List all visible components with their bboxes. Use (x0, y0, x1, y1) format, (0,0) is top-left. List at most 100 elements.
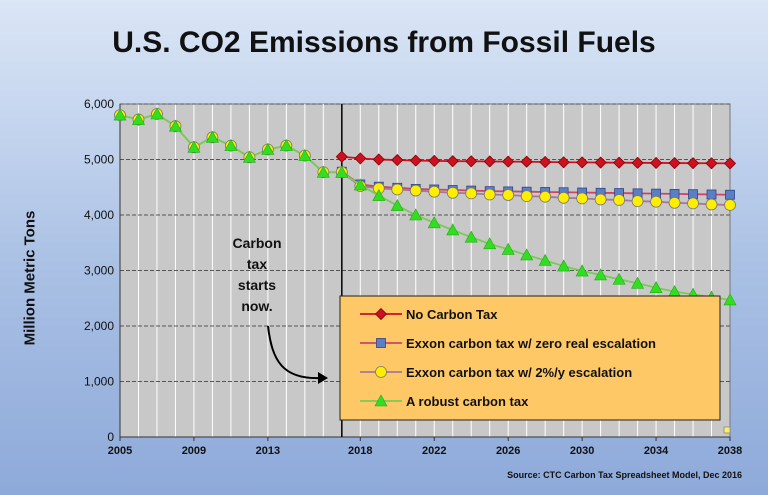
x-tick-label: 2009 (182, 445, 206, 457)
annotation-text: Carbon (233, 235, 282, 251)
small-marker (723, 426, 731, 434)
series-4-point (575, 264, 589, 277)
series-1-point (391, 153, 404, 167)
series-1-point (668, 156, 681, 170)
series-1-point (686, 157, 700, 170)
series-3-point (576, 192, 589, 205)
legend-entry: Exxon carbon tax w/ zero real escalation (406, 336, 656, 351)
x-tick-label: 2034 (644, 445, 669, 457)
series-4-point (538, 253, 552, 266)
series-1-point (723, 157, 737, 170)
legend: No Carbon Tax Exxon carbon tax w/ zero re… (339, 295, 721, 421)
historical-point-triangle (187, 140, 201, 153)
legend-entry: A robust carbon tax (406, 394, 529, 409)
historical-point-triangle (168, 119, 182, 132)
series-1-point (502, 155, 515, 168)
legend-swatch-marker (375, 366, 387, 378)
source-note: Source: CTC Carbon Tax Spreadsheet Model… (507, 470, 742, 480)
series-1-point (483, 155, 496, 168)
series-4-line (341, 171, 731, 301)
series-2-point (688, 189, 698, 200)
series-4-point (335, 165, 349, 178)
series-4-point (409, 208, 423, 221)
series-3-point (502, 189, 515, 201)
series-4-point (372, 188, 386, 201)
series-3-point (705, 198, 718, 211)
legend-box (339, 295, 721, 421)
series-3-point (557, 191, 570, 204)
historical-point-triangle (261, 142, 275, 155)
series-3-point (428, 185, 441, 198)
series-4-point (446, 223, 460, 236)
series-3-point (613, 194, 625, 206)
series-1-point (372, 153, 385, 166)
series-4-point (520, 248, 534, 261)
series-4 (335, 165, 737, 306)
historical-point-triangle (131, 112, 145, 125)
series-4-point (390, 198, 404, 211)
chart-title: U.S. CO2 Emissions from Fossil Fuels (112, 26, 656, 59)
historical-point-triangle (205, 130, 219, 143)
annotation-arrowhead (318, 372, 328, 384)
series-3-point (391, 183, 404, 196)
series-2-point (725, 189, 735, 200)
annotation-arrow (267, 325, 323, 380)
series-1 (335, 150, 737, 170)
series-3-point (446, 186, 459, 199)
historical-point-triangle (279, 138, 293, 151)
series-1-point (465, 155, 478, 168)
legend-swatch-marker (374, 307, 388, 321)
series-2-line (341, 170, 731, 196)
historical-point-triangle (316, 165, 330, 178)
annotation-text: starts (238, 277, 276, 293)
y-tick-label: 1,000 (84, 375, 114, 389)
series-1-point (557, 156, 570, 169)
series-4-point (594, 268, 608, 281)
series-4-point (501, 242, 515, 255)
x-tick-label: 2026 (496, 445, 520, 457)
series-3-point (520, 190, 533, 203)
x-tick-label: 2018 (348, 445, 372, 457)
annotation-text: tax (247, 256, 267, 272)
series-1-point (539, 155, 552, 169)
historical-point-triangle (242, 150, 256, 163)
series-1-point (631, 156, 644, 169)
historical-point-triangle (113, 108, 127, 121)
x-tick-label: 2022 (422, 445, 446, 457)
legend-entry: No Carbon Tax (406, 307, 498, 322)
series-3-point (668, 196, 681, 209)
legend-swatch-marker (374, 394, 388, 407)
legend-entry: Exxon carbon tax w/ 2%/y escalation (406, 365, 632, 380)
y-tick-label: 6,000 (84, 97, 114, 111)
y-tick-label: 5,000 (84, 153, 114, 167)
historical-point-triangle (298, 148, 312, 161)
legend-swatch-marker (376, 338, 386, 348)
y-tick-label: 0 (107, 430, 114, 444)
series-3-point (465, 187, 478, 200)
series-3-point (687, 197, 699, 210)
series-1-point (520, 155, 533, 168)
historical-point-triangle (224, 138, 238, 151)
series-3-point (409, 184, 422, 197)
series-1-point (446, 155, 459, 168)
series-4-point (723, 293, 737, 306)
series-4-point (631, 276, 645, 289)
series-4-point (612, 272, 626, 285)
annotation-text: now. (241, 298, 272, 314)
series-3-point (650, 195, 662, 208)
series-1-point (705, 157, 718, 170)
y-tick-label: 4,000 (84, 208, 114, 222)
x-tick-label: 2038 (718, 445, 742, 457)
series-4-point (557, 259, 571, 272)
series-3-point (483, 188, 496, 201)
series-1-point (649, 156, 663, 170)
x-tick-label: 2013 (256, 445, 280, 457)
series-1-point (613, 156, 626, 169)
y-tick-label: 2,000 (84, 319, 114, 333)
series-3-line (341, 171, 731, 206)
series-1-line (341, 155, 731, 165)
series-4-point (649, 281, 663, 294)
series-1-point (594, 156, 607, 169)
x-tick-label: 2030 (570, 445, 594, 457)
